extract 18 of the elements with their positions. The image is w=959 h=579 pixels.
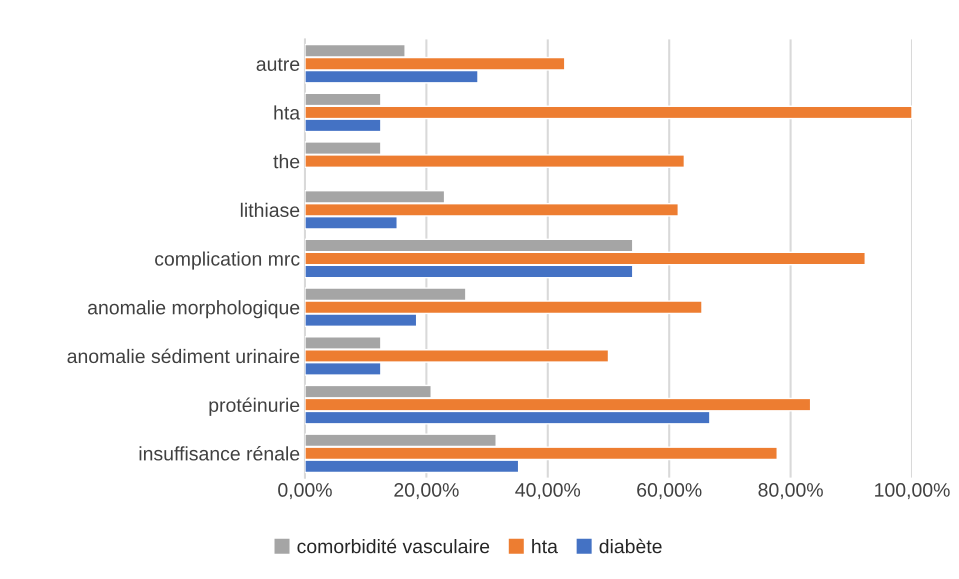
y-tick-label: anomalie morphologique: [88, 300, 300, 318]
x-tick-label: 40,00%: [515, 483, 580, 500]
legend-label: diabète: [600, 538, 662, 554]
y-tick-label: lithiase: [240, 202, 300, 218]
x-tick-label: 100,00%: [875, 483, 950, 500]
y-tick-label: autre: [256, 58, 300, 71]
x-tick-label: 80,00%: [758, 483, 823, 500]
x-tick-label: 20,00%: [394, 483, 459, 500]
y-tick-label: insuffisance rénale: [140, 446, 300, 461]
y-tick-label: complication mrc: [155, 251, 300, 270]
x-tick-label: 0,00%: [278, 483, 332, 500]
y-tick-label: anomalie sédiment urinaire: [67, 348, 300, 364]
legend-label: hta: [532, 539, 558, 554]
x-tick-label: 60,00%: [637, 483, 702, 500]
y-tick-label: hta: [274, 105, 300, 120]
y-tick-label: protéinurie: [209, 397, 300, 416]
legend-label: comorbidité vasculaire: [297, 538, 490, 554]
y-tick-label: the: [273, 154, 300, 168]
